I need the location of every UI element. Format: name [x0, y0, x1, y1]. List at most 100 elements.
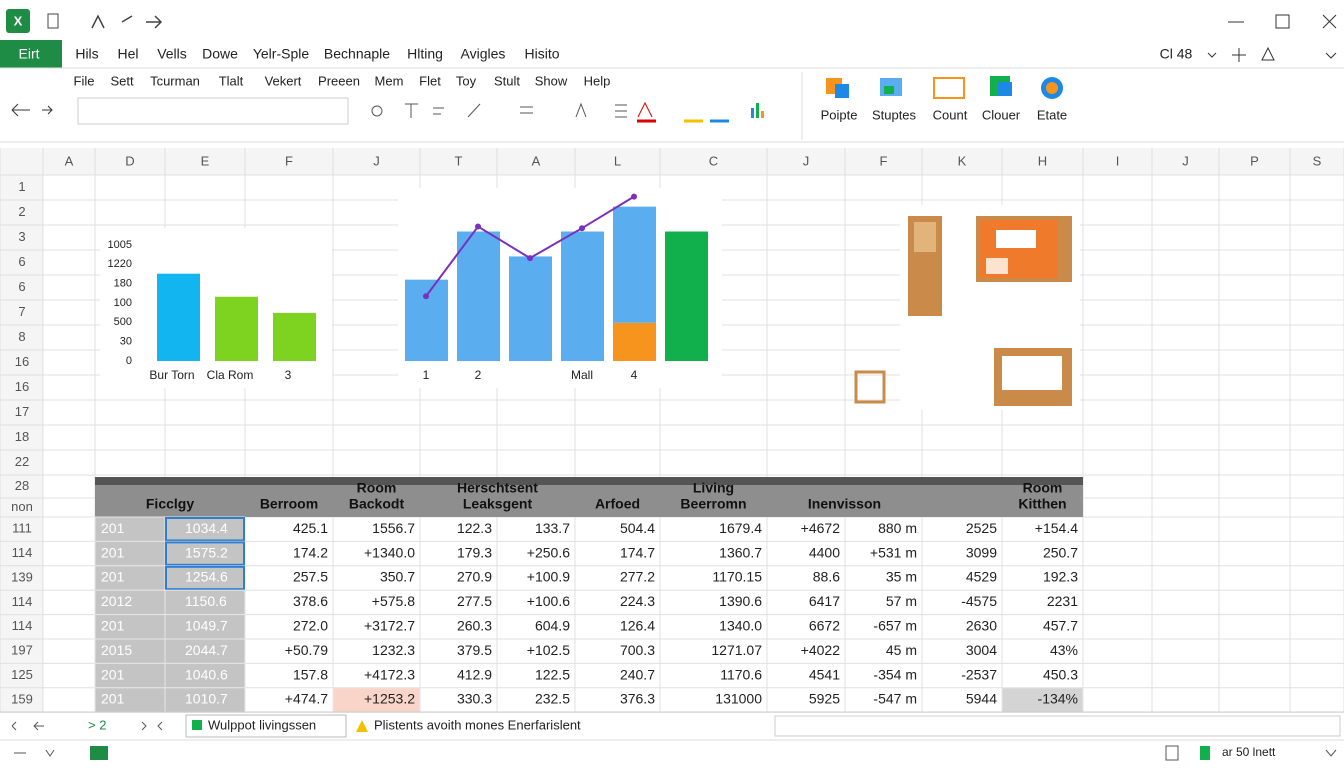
share-icons[interactable]	[1261, 46, 1337, 61]
close-button[interactable]	[1322, 14, 1337, 29]
table-cell[interactable]: 450.3	[1043, 666, 1078, 682]
row-header[interactable]: 2	[18, 204, 25, 219]
table-cell[interactable]: 1271.07	[711, 642, 762, 658]
table-cell[interactable]: 2231	[1047, 593, 1078, 609]
table-cell[interactable]: -134%	[1038, 691, 1078, 707]
table-cell[interactable]: 3004	[966, 642, 997, 658]
ribbon-button-label[interactable]: Stuptes	[872, 107, 917, 122]
menu-item[interactable]: Sett	[110, 73, 134, 88]
table-cell[interactable]: 425.1	[293, 520, 328, 536]
column-header[interactable]: K	[958, 153, 967, 168]
ribbon-tab[interactable]: Hlting	[407, 46, 443, 62]
ribbon-tab[interactable]: Vells	[157, 46, 187, 62]
table-cell[interactable]: 157.8	[293, 666, 328, 682]
ribbon-icons[interactable]	[826, 76, 1063, 99]
column-header[interactable]: A	[532, 153, 541, 168]
table-cell[interactable]: 1170.15	[712, 569, 762, 585]
table-cell[interactable]: +4672	[801, 520, 841, 536]
table-cell[interactable]: +531 m	[870, 544, 917, 560]
table-cell[interactable]: 277.5	[457, 593, 492, 609]
menu-item[interactable]: Vekert	[265, 73, 302, 88]
table-cell[interactable]: 2012	[101, 593, 132, 609]
row-header[interactable]: 16	[15, 354, 29, 369]
table-cell[interactable]: 3099	[966, 544, 997, 560]
table-cell[interactable]: -547 m	[873, 691, 917, 707]
table-cell[interactable]: 131000	[715, 691, 762, 707]
table-cell[interactable]: 43%	[1050, 642, 1078, 658]
column-header[interactable]: H	[1038, 153, 1047, 168]
menu-item[interactable]: Toy	[456, 73, 477, 88]
table-cell[interactable]: 1010.7	[185, 691, 228, 707]
ribbon-tab[interactable]: Bechnaple	[324, 46, 390, 62]
table-cell[interactable]: 4400	[809, 544, 840, 560]
table-cell[interactable]: 1360.7	[719, 544, 762, 560]
column-header[interactable]: A	[65, 153, 74, 168]
table-cell[interactable]: 1390.6	[719, 593, 762, 609]
row-header[interactable]: 8	[18, 329, 25, 344]
table-cell[interactable]: 250.7	[1043, 544, 1078, 560]
column-header[interactable]: L	[614, 153, 621, 168]
ribbon-tab[interactable]: Avigles	[461, 46, 506, 62]
menu-item[interactable]: Tcurman	[150, 73, 200, 88]
row-header[interactable]: 17	[15, 404, 29, 419]
column-header[interactable]: C	[709, 153, 718, 168]
table-cell[interactable]: 379.5	[457, 642, 492, 658]
table-cell[interactable]: +575.8	[372, 593, 415, 609]
table-cell[interactable]: +4022	[801, 642, 841, 658]
table-cell[interactable]: 2630	[966, 618, 997, 634]
ribbon-tab[interactable]: Yelr-Sple	[253, 46, 310, 62]
table-cell[interactable]: +154.4	[1035, 520, 1078, 536]
table-cell[interactable]: 192.3	[1043, 569, 1078, 585]
sheet-nav-arrows[interactable]	[11, 721, 163, 731]
table-cell[interactable]: 1340.0	[719, 618, 762, 634]
table-cell[interactable]: 6672	[809, 618, 840, 634]
table-cell[interactable]: 2525	[966, 520, 997, 536]
menu-item[interactable]: Mem	[375, 73, 404, 88]
table-cell[interactable]: 260.3	[457, 618, 492, 634]
page-view-icon[interactable]	[1165, 745, 1179, 761]
table-cell[interactable]: +474.7	[285, 691, 328, 707]
row-header[interactable]: 6	[18, 279, 25, 294]
status-controls[interactable]	[14, 749, 55, 757]
column-header[interactable]: D	[125, 153, 134, 168]
app-icon[interactable]	[6, 9, 30, 33]
table-cell[interactable]: 57 m	[886, 593, 917, 609]
table-cell[interactable]: 700.3	[620, 642, 655, 658]
table-cell[interactable]: -354 m	[873, 666, 917, 682]
sheet-nav[interactable]: > 2	[88, 717, 106, 732]
table-cell[interactable]: 504.4	[620, 520, 655, 536]
table-cell[interactable]: 133.7	[535, 520, 570, 536]
status-dropdown[interactable]	[1325, 749, 1337, 757]
table-cell[interactable]: 201	[101, 520, 125, 536]
scrollbar[interactable]	[774, 715, 1341, 737]
table-cell[interactable]: 232.5	[535, 691, 570, 707]
table-cell[interactable]: 201	[101, 691, 125, 707]
table-cell[interactable]: 6417	[809, 593, 840, 609]
row-header[interactable]: non	[11, 499, 33, 514]
table-cell[interactable]: +3172.7	[364, 618, 415, 634]
table-cell[interactable]: -2537	[961, 666, 997, 682]
table-cell[interactable]: 88.6	[813, 569, 840, 585]
row-header[interactable]: 6	[18, 254, 25, 269]
menu-item[interactable]: Tlalt	[219, 73, 244, 88]
maximize-button[interactable]	[1275, 14, 1290, 29]
ribbon-button-label[interactable]: Clouer	[982, 107, 1021, 122]
menu-item[interactable]: File	[74, 73, 95, 88]
table-cell[interactable]: 5925	[809, 691, 840, 707]
row-header[interactable]: 18	[15, 429, 29, 444]
table-cell[interactable]: +100.9	[527, 569, 570, 585]
row-header[interactable]: 3	[18, 229, 25, 244]
table-cell[interactable]: 122.3	[457, 520, 492, 536]
table-cell[interactable]: 1232.3	[372, 642, 415, 658]
table-cell[interactable]: 330.3	[457, 691, 492, 707]
row-header[interactable]: 16	[15, 379, 29, 394]
table-cell[interactable]: 1040.6	[185, 666, 228, 682]
table-cell[interactable]: 1170.6	[720, 666, 762, 682]
formula-box[interactable]	[77, 97, 349, 125]
table-cell[interactable]: 35 m	[886, 569, 917, 585]
row-header[interactable]: 114	[12, 545, 33, 560]
table-cell[interactable]: 174.7	[620, 544, 655, 560]
table-cell[interactable]: +100.6	[527, 593, 570, 609]
column-header[interactable]: F	[880, 153, 888, 168]
table-cell[interactable]: 240.7	[620, 666, 655, 682]
